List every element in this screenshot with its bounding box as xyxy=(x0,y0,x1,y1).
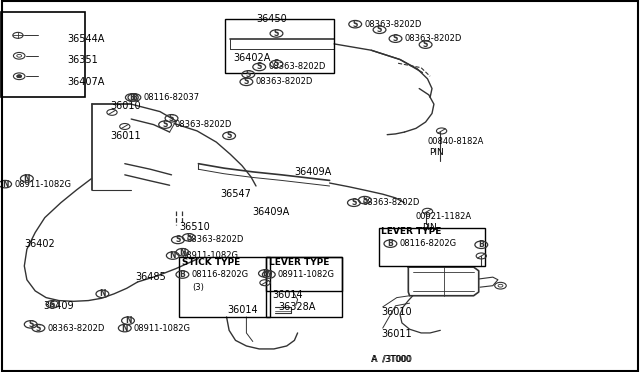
Text: N: N xyxy=(2,180,8,189)
Text: A  /3T000: A /3T000 xyxy=(371,355,412,363)
Text: B: B xyxy=(262,269,268,278)
Text: B: B xyxy=(388,239,393,248)
Text: S: S xyxy=(186,233,191,242)
Circle shape xyxy=(17,75,21,77)
Text: S: S xyxy=(50,300,55,309)
Text: 08363-8202D: 08363-8202D xyxy=(363,198,420,207)
Text: 36510: 36510 xyxy=(179,222,210,232)
Text: S: S xyxy=(175,235,180,244)
Text: LEVER TYPE: LEVER TYPE xyxy=(269,258,329,267)
Text: S: S xyxy=(246,70,251,79)
Text: 36409: 36409 xyxy=(44,301,74,311)
Text: S: S xyxy=(28,320,33,329)
Text: (3): (3) xyxy=(192,283,204,292)
Text: 36409A: 36409A xyxy=(294,167,332,177)
Text: 36402: 36402 xyxy=(24,239,55,248)
Text: 36402A: 36402A xyxy=(233,53,270,62)
Text: S: S xyxy=(351,198,356,207)
Text: 08911-1082G: 08911-1082G xyxy=(182,251,239,260)
Text: S: S xyxy=(274,29,279,38)
Text: S: S xyxy=(393,34,398,43)
Text: S: S xyxy=(163,120,168,129)
Bar xyxy=(266,257,342,317)
Text: 36407A: 36407A xyxy=(67,77,104,87)
Text: 36011: 36011 xyxy=(381,329,412,339)
Text: 08116-8202G: 08116-8202G xyxy=(399,239,456,248)
Text: 36010: 36010 xyxy=(110,101,141,111)
Text: 08911-1082G: 08911-1082G xyxy=(14,180,71,189)
Text: S: S xyxy=(362,196,367,205)
Text: S: S xyxy=(257,62,262,71)
Text: N: N xyxy=(179,248,186,257)
Text: S: S xyxy=(36,324,41,333)
Text: 08363-8202D: 08363-8202D xyxy=(268,62,326,71)
Text: S: S xyxy=(353,20,358,29)
Text: PIN: PIN xyxy=(422,223,437,232)
Text: 08116-8202G: 08116-8202G xyxy=(191,270,248,279)
Bar xyxy=(179,257,270,317)
Text: S: S xyxy=(377,25,382,34)
Text: 08911-1082G: 08911-1082G xyxy=(134,324,191,333)
Text: 36328A: 36328A xyxy=(278,302,316,312)
Text: PIN: PIN xyxy=(429,148,444,157)
Text: N: N xyxy=(170,251,176,260)
Text: 36010: 36010 xyxy=(381,307,412,317)
Text: 08116-82037: 08116-82037 xyxy=(143,93,200,102)
Text: S: S xyxy=(244,77,249,86)
Bar xyxy=(225,19,334,73)
Text: B: B xyxy=(132,93,137,102)
Text: 08363-8202D: 08363-8202D xyxy=(187,235,244,244)
Bar xyxy=(1,12,85,97)
Bar xyxy=(266,257,342,291)
Text: N: N xyxy=(266,270,272,279)
Text: N: N xyxy=(99,289,106,298)
Text: 36544A: 36544A xyxy=(67,34,104,44)
Text: 08363-8202D: 08363-8202D xyxy=(47,324,105,333)
Text: S: S xyxy=(169,114,174,123)
Text: B: B xyxy=(180,270,185,279)
Text: 36351: 36351 xyxy=(67,55,98,64)
Text: N: N xyxy=(24,174,30,183)
Text: 36547: 36547 xyxy=(221,189,252,199)
Bar xyxy=(379,228,485,266)
Text: N: N xyxy=(125,316,131,325)
Text: 08363-8202D: 08363-8202D xyxy=(174,120,232,129)
Text: 36014: 36014 xyxy=(227,305,258,314)
Text: A  /3T000: A /3T000 xyxy=(372,355,412,363)
Text: 08911-1082G: 08911-1082G xyxy=(278,270,335,279)
Text: LEVER TYPE: LEVER TYPE xyxy=(381,227,442,236)
Text: B: B xyxy=(129,93,134,102)
Text: S: S xyxy=(274,60,279,68)
Text: B: B xyxy=(479,240,484,249)
Text: 00840-8182A: 00840-8182A xyxy=(428,137,484,146)
Text: 08363-8202D: 08363-8202D xyxy=(255,77,313,86)
Text: STICK TYPE: STICK TYPE xyxy=(182,258,241,267)
Text: S: S xyxy=(423,40,428,49)
Text: 36485: 36485 xyxy=(136,272,166,282)
Text: 08363-8202D: 08363-8202D xyxy=(364,20,422,29)
Text: 00921-1182A: 00921-1182A xyxy=(416,212,472,221)
Text: N: N xyxy=(122,324,128,333)
Text: 36450: 36450 xyxy=(257,14,287,23)
Text: 36014: 36014 xyxy=(272,290,303,299)
Text: 08363-8202D: 08363-8202D xyxy=(404,34,462,43)
Text: 36409A: 36409A xyxy=(253,207,290,217)
Text: 36011: 36011 xyxy=(110,131,141,141)
Text: S: S xyxy=(227,131,232,140)
